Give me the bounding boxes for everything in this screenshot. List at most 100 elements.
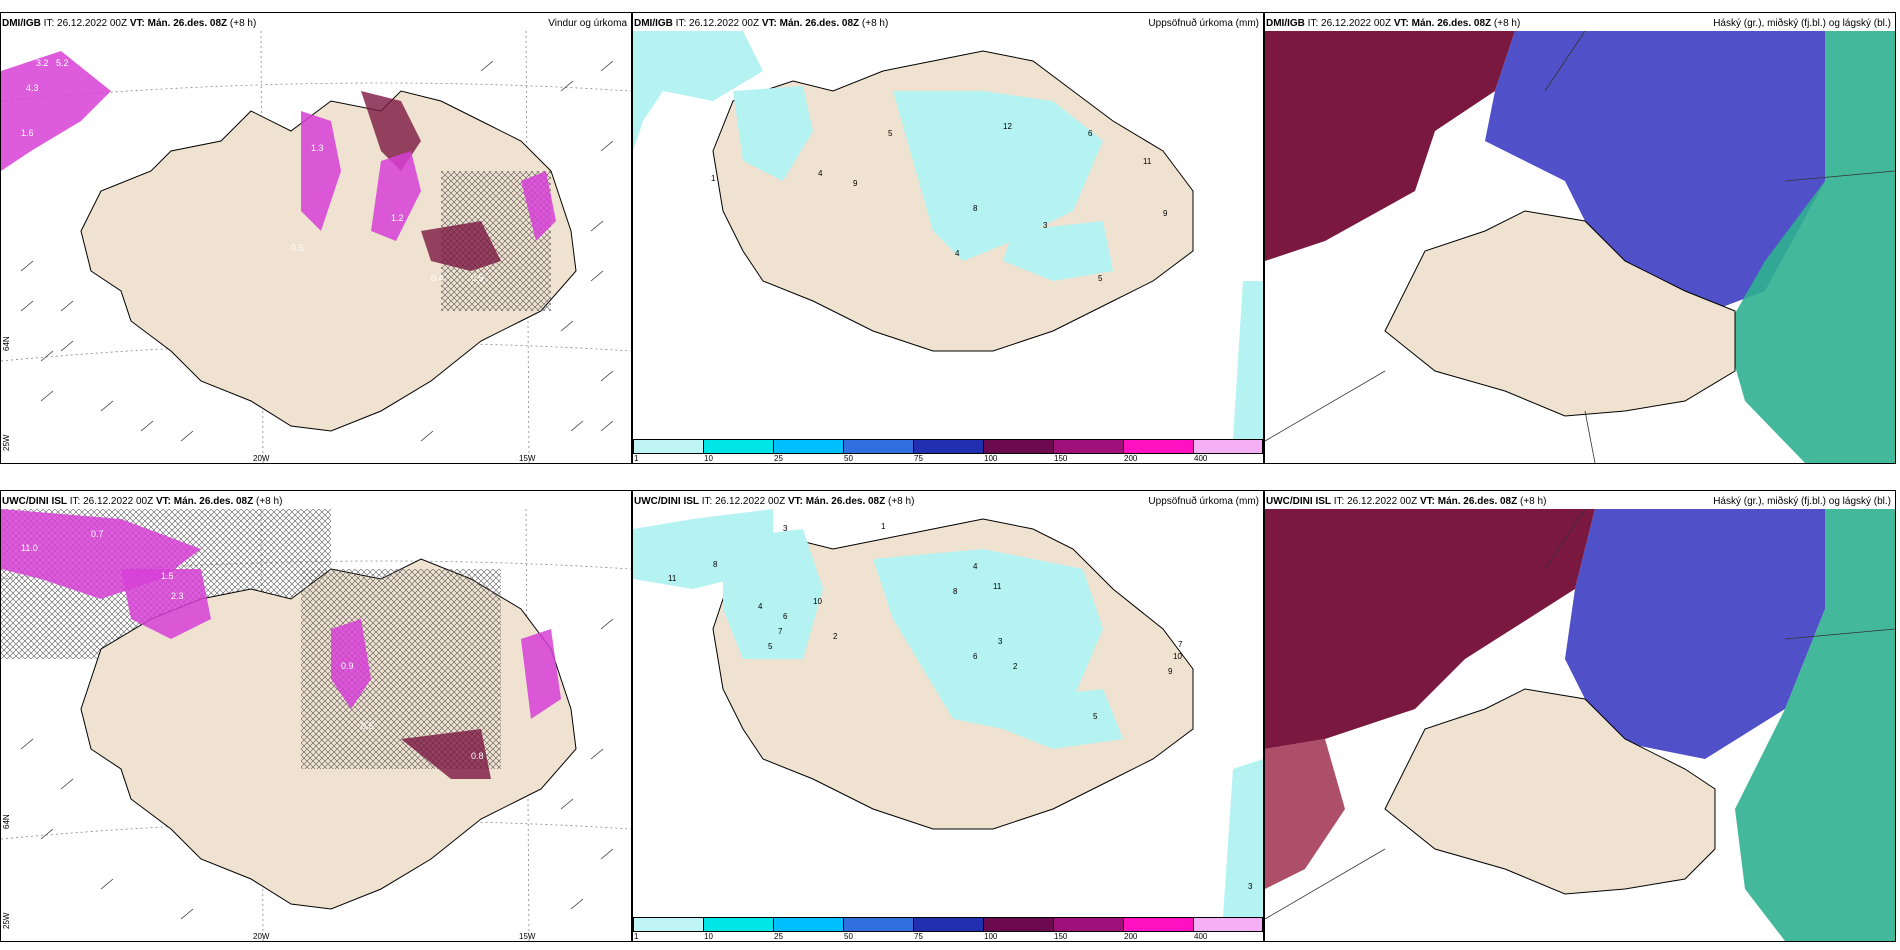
lat-label: 64N [2, 336, 11, 351]
precip-area [733, 86, 813, 181]
colorbar-label: 200 [1124, 932, 1138, 941]
precip-area [1, 51, 111, 171]
precip-area [301, 111, 341, 231]
wind-label: 11.0 [21, 543, 38, 553]
panel-header: DMI/IGB IT: 26.12.2022 00Z VT: Mán. 26.d… [634, 18, 1259, 29]
cloud-map [1265, 509, 1895, 941]
precip-label: 5 [1098, 274, 1103, 283]
colorbar-swatch [773, 917, 843, 932]
precip-area [421, 221, 501, 271]
colorbar-label: 400 [1194, 454, 1208, 463]
panel-header: DMI/IGB IT: 26.12.2022 00Z VT: Mán. 26.d… [1266, 18, 1891, 29]
mid-cloud-area [1565, 509, 1825, 759]
colorbar-label: 400 [1194, 932, 1208, 941]
panel-title: Uppsöfnuð úrkoma (mm) [1148, 496, 1259, 507]
precip-label: 8 [713, 560, 718, 569]
wind-label: 2.3 [171, 591, 184, 601]
precip-label: 5 [768, 642, 773, 651]
wind-label: 0.5 [291, 243, 304, 253]
panel-title: Uppsöfnuð úrkoma (mm) [1148, 18, 1259, 29]
map-panel-cloud-row2: UWC/DINI ISL IT: 26.12.2022 00Z VT: Mán.… [1264, 490, 1896, 942]
wind-label: 3.2 [36, 58, 49, 68]
precip-area [521, 629, 561, 719]
wind-label: 0.4 [451, 93, 464, 103]
colorbar-swatch [703, 439, 773, 454]
precip-label: 6 [973, 652, 978, 661]
precip-area [1003, 221, 1113, 281]
lat-label: 64N [2, 814, 11, 829]
precip-label: 4 [955, 249, 960, 258]
precip-label: 11 [1143, 157, 1152, 166]
precip-label: 5 [1093, 712, 1098, 721]
accum-precip-map: 1 3 8 11 4 10 6 7 5 2 4 6 11 8 3 2 5 10 … [633, 509, 1263, 917]
wind-label: 0.9 [341, 661, 354, 671]
precip-area [401, 729, 491, 779]
high-cloud-area [1265, 31, 1515, 261]
colorbar-label: 75 [914, 932, 923, 941]
colorbar: 1 10 25 50 75 100 150 200 400 [633, 917, 1263, 941]
precip-label: 4 [818, 169, 823, 178]
map-panel-precip-row2: UWC/DINI ISL IT: 26.12.2022 00Z VT: Mán.… [632, 490, 1264, 942]
colorbar-swatch [1193, 439, 1263, 454]
lat-label: 25W [2, 434, 11, 451]
low-cloud-area [1735, 509, 1895, 941]
precip-area [331, 619, 371, 709]
colorbar-label: 200 [1124, 454, 1138, 463]
wind-label: 1.3 [311, 143, 324, 153]
panel-header: UWC/DINI ISL IT: 26.12.2022 00Z VT: Mán.… [2, 496, 283, 507]
precip-label: 9 [853, 179, 858, 188]
colorbar-label: 50 [844, 932, 853, 941]
map-panel-wind-row1: DMI/IGB IT: 26.12.2022 00Z VT: Mán. 26.d… [0, 12, 632, 464]
precip-label: 1 [711, 174, 716, 183]
colorbar-swatch [1053, 439, 1123, 454]
precip-label: 10 [813, 597, 822, 606]
precip-label: 10 [1173, 652, 1182, 661]
colorbar-label: 25 [774, 932, 783, 941]
precip-label: 7 [778, 627, 783, 636]
map-panel-cloud-row1: DMI/IGB IT: 26.12.2022 00Z VT: Mán. 26.d… [1264, 12, 1896, 464]
panel-title: Vindur og úrkoma [548, 18, 627, 29]
cloud-map [1265, 31, 1895, 463]
wind-label: 1.5 [161, 571, 174, 581]
colorbar-label: 1 [634, 932, 639, 941]
colorbar-label: 1 [634, 454, 639, 463]
panel-title: Háský (gr.), miðský (fj.bl.) og lágský (… [1713, 496, 1891, 507]
colorbar-label: 50 [844, 454, 853, 463]
panel-header: DMI/IGB IT: 26.12.2022 00Z VT: Mán. 26.d… [2, 18, 627, 29]
precip-area [361, 91, 421, 171]
colorbar-label: 150 [1054, 932, 1068, 941]
colorbar-label: 100 [984, 454, 998, 463]
precip-label: 9 [1163, 209, 1168, 218]
precip-label: 1 [881, 522, 886, 531]
precip-label: 11 [993, 582, 1002, 591]
precip-area [723, 529, 823, 659]
precip-area [893, 91, 1103, 261]
wind-label: 0.5 [471, 273, 484, 283]
colorbar-swatch [633, 439, 703, 454]
wind-label: 0.7 [91, 529, 104, 539]
panel-header: UWC/DINI ISL IT: 26.12.2022 00Z VT: Mán.… [1266, 496, 1891, 507]
precip-label: 6 [1088, 129, 1093, 138]
high-cloud-area [1265, 739, 1345, 889]
precip-label: 4 [973, 562, 978, 571]
precip-label: 9 [1168, 667, 1173, 676]
colorbar-swatch [1193, 917, 1263, 932]
precip-area [1003, 689, 1123, 749]
precip-area [873, 549, 1103, 729]
colorbar: 1 10 25 50 75 100 150 200 400 [633, 439, 1263, 463]
colorbar-swatch [983, 439, 1053, 454]
panel-title: Háský (gr.), miðský (fj.bl.) og lágský (… [1713, 18, 1891, 29]
precip-label: 12 [1003, 122, 1012, 131]
precip-area [521, 171, 556, 241]
wind-label: 0.8 [471, 751, 484, 761]
lon-label: 20W [253, 932, 270, 941]
colorbar-label: 100 [984, 932, 998, 941]
wind-precip-map: 11.0 0.7 1.5 2.3 0.9 0.8 0.5 20W 15W 25W… [1, 509, 631, 941]
precip-label: 5 [888, 129, 893, 138]
wind-label: 0.4 [431, 273, 444, 283]
wind-label: 5.2 [56, 58, 69, 68]
colorbar-swatch [1053, 917, 1123, 932]
panel-header: UWC/DINI ISL IT: 26.12.2022 00Z VT: Mán.… [634, 496, 1259, 507]
lon-label: 15W [519, 454, 536, 463]
colorbar-swatch [633, 917, 703, 932]
